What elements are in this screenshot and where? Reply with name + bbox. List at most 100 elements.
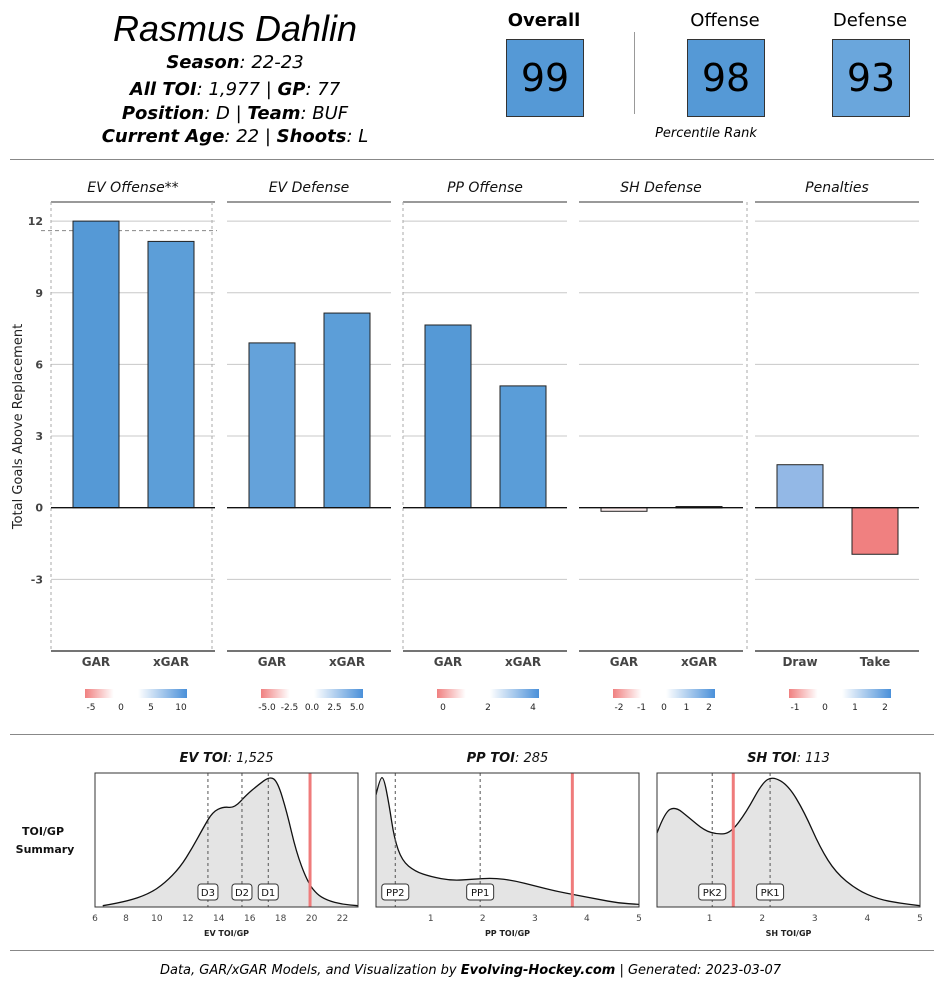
tier-label-pk2: PK2 <box>703 888 722 899</box>
x-tick-label: Draw <box>782 655 817 669</box>
tier-label-box <box>231 883 253 901</box>
legend-tick-label: -5.0 <box>258 703 276 713</box>
x-tick-label: 2 <box>759 914 765 924</box>
gar-bar-chart: Total Goals Above Replacement129630-3EV … <box>11 180 919 713</box>
x-tick-label: 4 <box>584 914 590 924</box>
x-tick-label: GAR <box>434 655 462 669</box>
x-tick-label: xGAR <box>505 655 541 669</box>
x-tick-label: xGAR <box>329 655 365 669</box>
overall-label: Overall <box>507 10 581 31</box>
tier-label-d2: D2 <box>235 888 249 899</box>
tier-label-d1: D1 <box>261 888 275 899</box>
toi-gp-line: All TOI: 1,977 | GP: 77 <box>129 79 341 100</box>
toi-summary-label: Summary <box>16 843 75 856</box>
offense-label: Offense <box>690 10 760 31</box>
density-group <box>102 773 358 907</box>
legend-colorbar <box>85 689 187 698</box>
y-tick-label: -3 <box>31 573 43 586</box>
legend-tick-label: 4 <box>530 703 536 713</box>
bar-xgar <box>323 312 371 509</box>
x-tick-label: Take <box>860 655 891 669</box>
x-tick-label: 3 <box>532 914 538 924</box>
tier-label-box <box>381 883 410 901</box>
toi-panel-title: EV TOI: 1,525 <box>180 751 274 766</box>
tier-label-box <box>197 883 219 901</box>
tier-label-box <box>698 883 727 901</box>
footer-credit: Data, GAR/xGAR Models, and Visualization… <box>159 963 782 978</box>
legend-tick-label: 2 <box>706 703 712 713</box>
panel-title: SH Defense <box>620 180 702 196</box>
bar-take <box>851 507 899 555</box>
defense-percentile-box: 93 <box>832 39 910 117</box>
header-divider <box>10 159 934 160</box>
legend-tick-label: 1 <box>684 703 690 713</box>
bar-xgar <box>147 240 195 509</box>
toi-panel-0: EV TOI: 1,525 D3 D2 D1 6 8 10 12 14 16 18 20 22 EV TO… <box>92 751 359 938</box>
legend-tick-label: -2.5 <box>281 703 299 713</box>
legend-tick-label: 0 <box>118 703 124 713</box>
toi-panel-title: SH TOI: 113 <box>747 751 830 766</box>
toi-panel-1: PP TOI: 285 PP2 PP1 1 2 3 4 5 PP TOI/GP <box>375 751 642 938</box>
x-tick-label: 6 <box>92 914 98 924</box>
legend-tick-label: 5 <box>148 703 154 713</box>
middle-divider <box>10 734 934 735</box>
x-tick-label: 3 <box>812 914 818 924</box>
toi-panel-title: PP TOI: 285 <box>467 751 549 766</box>
player-name: Rasmus Dahlin <box>112 8 358 49</box>
x-tick-label: GAR <box>610 655 638 669</box>
gar-panel-0: EV Offense** GAR xGAR -5 0 5 10 <box>41 180 217 713</box>
legend-tick-label: 0 <box>661 703 667 713</box>
bar-gar <box>72 220 120 509</box>
x-axis-title: SH TOI/GP <box>766 929 812 938</box>
density-line <box>657 777 920 907</box>
x-tick-label: 4 <box>865 914 871 924</box>
legend-tick-label: 2.5 <box>327 703 341 713</box>
x-tick-label: 1 <box>707 914 713 924</box>
footer-brand: Evolving-Hockey.com <box>460 963 616 978</box>
legend-colorbar <box>261 689 363 698</box>
x-tick-label: xGAR <box>153 655 189 669</box>
x-tick-label: 8 <box>123 914 129 924</box>
x-tick-label: 14 <box>213 914 225 924</box>
legend-tick-label: -1 <box>791 703 800 713</box>
footer-divider <box>10 950 934 951</box>
tier-label-box <box>466 883 495 901</box>
density-line <box>102 777 358 907</box>
density-area <box>376 777 639 907</box>
x-axis-title: EV TOI/GP <box>204 929 249 938</box>
x-tick-label: GAR <box>258 655 286 669</box>
x-tick-label: 12 <box>182 914 193 924</box>
gar-panel-2: PP Offense GAR xGAR 0 2 4 <box>402 180 567 713</box>
panel-title: PP Offense <box>447 180 523 196</box>
tier-label-pp2: PP2 <box>386 888 404 899</box>
panel-title: EV Defense <box>269 180 350 196</box>
legend-tick-label: -1 <box>637 703 646 713</box>
density-group <box>657 773 920 907</box>
legend-tick-label: 0 <box>822 703 828 713</box>
density-area <box>657 778 920 907</box>
defense-label: Defense <box>832 10 908 31</box>
legend-tick-label: 1 <box>852 703 858 713</box>
x-tick-label: 20 <box>306 914 318 924</box>
legend-colorbar <box>437 689 539 698</box>
toi-panel-frame <box>94 772 359 908</box>
x-tick-label: 1 <box>428 914 434 924</box>
x-tick-label: 2 <box>480 914 486 924</box>
legend-colorbar <box>789 689 891 698</box>
x-tick-label: 5 <box>917 914 923 924</box>
legend-colorbar <box>613 689 715 698</box>
y-tick-label: 3 <box>35 430 43 443</box>
legend-tick-label: 10 <box>175 703 187 713</box>
legend-tick-label: 2 <box>485 703 491 713</box>
bar-gar <box>424 324 472 509</box>
tier-label-pk1: PK1 <box>761 888 780 899</box>
percentile-divider <box>634 32 635 114</box>
panel-title: EV Offense** <box>87 180 178 196</box>
x-tick-label: 22 <box>337 914 348 924</box>
y-tick-label: 6 <box>35 358 43 371</box>
y-axis-title: Total Goals Above Replacement <box>11 324 26 530</box>
toi-panel-2: SH TOI: 113 PK2 PK1 1 2 3 4 5 SH TOI/GP <box>656 751 923 938</box>
y-tick-label: 12 <box>28 215 43 228</box>
tier-label-box <box>756 883 785 901</box>
